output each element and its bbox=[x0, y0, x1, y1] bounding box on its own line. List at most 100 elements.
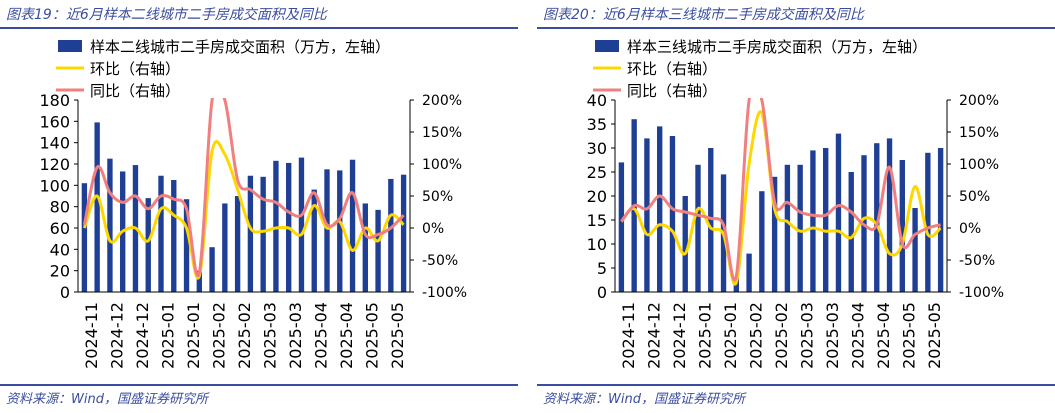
chart-plot-left: 0 20 40 60 80 100 120 140 160 180 -100% -50% 0% 50% 10… bbox=[39, 38, 467, 369]
y-right-tick-label: 0% bbox=[422, 221, 444, 237]
bar bbox=[644, 138, 650, 292]
y-right-tick-label: -50% bbox=[422, 253, 458, 269]
x-tick-label: 2024-12 bbox=[107, 302, 126, 369]
bar bbox=[657, 126, 663, 293]
y-left-tick-label: 30 bbox=[587, 139, 607, 158]
y-left-tick-label: 5 bbox=[597, 259, 607, 278]
bar bbox=[682, 196, 688, 292]
x-tick-label: 2025-02 bbox=[772, 302, 791, 369]
chart-source: 资料来源：Wind，国盛证券研究所 bbox=[543, 392, 745, 407]
bar bbox=[183, 199, 190, 292]
x-tick-label: 2025-01 bbox=[695, 302, 714, 369]
x-tick-label: 2025-02 bbox=[209, 302, 228, 369]
legend-label: 同比（右轴） bbox=[627, 82, 717, 100]
source-rule bbox=[0, 384, 518, 386]
bar bbox=[145, 198, 151, 292]
bar bbox=[912, 208, 918, 292]
bar bbox=[937, 148, 944, 292]
x-tick-label: 2025-04 bbox=[337, 302, 356, 369]
y-left-tick-label: 160 bbox=[39, 112, 70, 131]
legend-label: 环比（右轴） bbox=[90, 60, 180, 78]
series-line bbox=[620, 110, 942, 286]
bar bbox=[260, 176, 266, 292]
y-left-tick-label: 20 bbox=[50, 262, 70, 281]
y-right-tick-label: -100% bbox=[959, 285, 1004, 301]
bar bbox=[388, 178, 394, 292]
y-left-tick-label: 40 bbox=[50, 240, 70, 259]
y-left-tick-label: 35 bbox=[587, 115, 607, 134]
x-tick-label: 2025-05 bbox=[900, 302, 919, 369]
y-right-tick-label: 0% bbox=[959, 221, 981, 237]
x-tick-label: 2024-12 bbox=[670, 302, 689, 369]
x-tick-label: 2025-01 bbox=[184, 302, 203, 369]
bar bbox=[222, 203, 228, 292]
x-tick-label: 2025-03 bbox=[823, 302, 842, 369]
bar bbox=[107, 158, 113, 292]
series-line bbox=[620, 98, 941, 282]
x-tick-label: 2025-03 bbox=[261, 302, 280, 369]
bar bbox=[171, 180, 177, 292]
bar bbox=[337, 170, 343, 292]
title-rule bbox=[0, 27, 518, 29]
x-tick-label: 2025-01 bbox=[721, 302, 740, 369]
x-tick-label: 2025-04 bbox=[312, 302, 331, 369]
bar bbox=[311, 189, 317, 292]
bar bbox=[324, 169, 330, 292]
y-right-tick-label: 150% bbox=[422, 125, 462, 141]
x-tick-label: 2025-05 bbox=[363, 302, 382, 369]
x-tick-label: 2025-04 bbox=[849, 302, 868, 369]
source-rule bbox=[537, 384, 1055, 386]
bar bbox=[196, 270, 202, 292]
y-left-tick-label: 180 bbox=[39, 91, 70, 110]
title-rule bbox=[537, 27, 1055, 29]
chart-panel-right: 图表20：近6月样本三线城市二手房成交面积及同比 0 5 10 15 20 25 30 35 4… bbox=[537, 0, 1055, 413]
y-left-tick-label: 80 bbox=[50, 198, 70, 217]
bar bbox=[899, 160, 905, 292]
bar bbox=[94, 122, 100, 293]
bar bbox=[349, 159, 356, 292]
bar bbox=[209, 247, 215, 292]
bar bbox=[273, 160, 279, 292]
y-left-tick-label: 20 bbox=[587, 187, 607, 206]
y-right-tick-label: 150% bbox=[959, 125, 999, 141]
y-right-tick-label: 200% bbox=[422, 93, 462, 109]
y-left-tick-label: 100 bbox=[39, 176, 70, 195]
x-tick-label: 2025-03 bbox=[798, 302, 817, 369]
legend-swatch bbox=[595, 40, 619, 52]
bar bbox=[925, 152, 931, 292]
bar bbox=[669, 136, 676, 292]
y-left-tick-label: 25 bbox=[587, 163, 607, 182]
bar bbox=[247, 175, 254, 292]
x-tick-label: 2024-11 bbox=[619, 302, 638, 369]
legend-label: 同比（右轴） bbox=[90, 82, 180, 100]
y-left-tick-label: 40 bbox=[587, 91, 607, 110]
y-left-tick-label: 0 bbox=[60, 283, 70, 302]
y-left-tick-label: 0 bbox=[597, 283, 607, 302]
y-right-tick-label: -50% bbox=[959, 253, 995, 269]
x-tick-label: 2025-02 bbox=[746, 302, 765, 369]
legend-label: 样本三线城市二手房成交面积（万方，左轴） bbox=[627, 38, 927, 56]
chart-source: 资料来源：Wind，国盛证券研究所 bbox=[6, 392, 208, 407]
y-right-tick-label: -100% bbox=[422, 285, 467, 301]
series-line bbox=[82, 140, 405, 280]
y-left-tick-label: 10 bbox=[587, 235, 607, 254]
bar bbox=[158, 175, 164, 292]
y-right-tick-label: 50% bbox=[422, 189, 453, 205]
bar bbox=[362, 203, 368, 292]
y-left-tick-label: 60 bbox=[50, 219, 70, 238]
bar bbox=[823, 148, 829, 292]
x-tick-label: 2025-05 bbox=[925, 302, 944, 369]
y-right-tick-label: 100% bbox=[422, 157, 462, 173]
bar bbox=[771, 176, 778, 292]
legend-label: 环比（右轴） bbox=[627, 60, 717, 78]
bar bbox=[759, 191, 765, 292]
chart-plot-right: 0 5 10 15 20 25 30 35 40 -100% -50% 0% 50% 100% 150% 20… bbox=[587, 38, 1004, 369]
x-tick-label: 2024-12 bbox=[133, 302, 152, 369]
x-tick-label: 2025-03 bbox=[286, 302, 305, 369]
bar bbox=[400, 174, 407, 292]
chart-panel-left: 图表19：近6月样本二线城市二手房成交面积及同比 0 20 40 60 80 100 120… bbox=[0, 0, 518, 413]
bar bbox=[81, 183, 88, 292]
y-right-tick-label: 50% bbox=[959, 189, 990, 205]
legend-swatch bbox=[58, 40, 82, 52]
legend-label: 样本二线城市二手房成交面积（万方，左轴） bbox=[90, 38, 390, 56]
